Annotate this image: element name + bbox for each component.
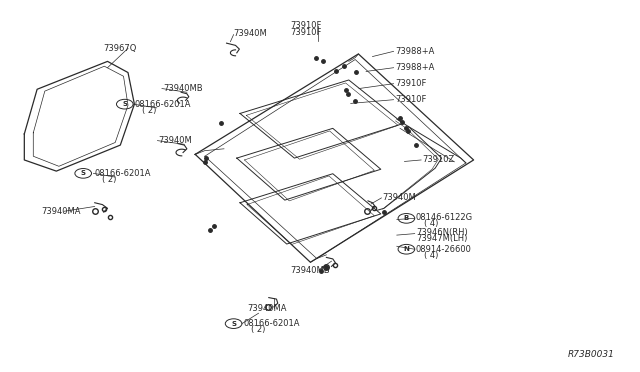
Text: 73940M: 73940M (383, 193, 417, 202)
Text: 73940M: 73940M (234, 29, 268, 38)
Text: S: S (231, 321, 236, 327)
Text: 73910F: 73910F (290, 21, 321, 30)
Text: ( 4): ( 4) (424, 251, 438, 260)
Text: 73910F: 73910F (396, 79, 427, 88)
Text: 73910F: 73910F (290, 28, 321, 37)
Text: 73910F: 73910F (396, 95, 427, 104)
Text: ( 4): ( 4) (424, 219, 438, 228)
Text: ( 2): ( 2) (102, 175, 116, 184)
Text: 08166-6201A: 08166-6201A (95, 169, 151, 178)
Text: S: S (122, 101, 127, 107)
Text: 73947M(LH): 73947M(LH) (416, 234, 467, 243)
Text: 73940MA: 73940MA (247, 304, 287, 312)
Text: ( 2): ( 2) (142, 106, 156, 115)
Text: 08914-26600: 08914-26600 (416, 245, 472, 254)
Text: B: B (404, 215, 409, 221)
Text: S: S (81, 170, 86, 176)
Text: 73910Z: 73910Z (422, 155, 454, 164)
Text: 73967Q: 73967Q (104, 44, 137, 53)
Text: 08146-6122G: 08146-6122G (416, 213, 473, 222)
Text: 73940MB: 73940MB (290, 266, 330, 275)
Text: 08166-6201A: 08166-6201A (134, 100, 191, 109)
Text: 73940MB: 73940MB (163, 84, 203, 93)
Text: 73940MA: 73940MA (42, 207, 81, 216)
Text: 73988+A: 73988+A (396, 47, 435, 56)
Text: N: N (403, 246, 410, 252)
Text: 73988+A: 73988+A (396, 63, 435, 72)
Text: ( 2): ( 2) (251, 325, 265, 334)
Text: 73940M: 73940M (159, 136, 193, 145)
Text: 73946N(RH): 73946N(RH) (416, 228, 468, 237)
Text: 08166-6201A: 08166-6201A (243, 319, 300, 328)
Text: R73B0031: R73B0031 (568, 350, 614, 359)
